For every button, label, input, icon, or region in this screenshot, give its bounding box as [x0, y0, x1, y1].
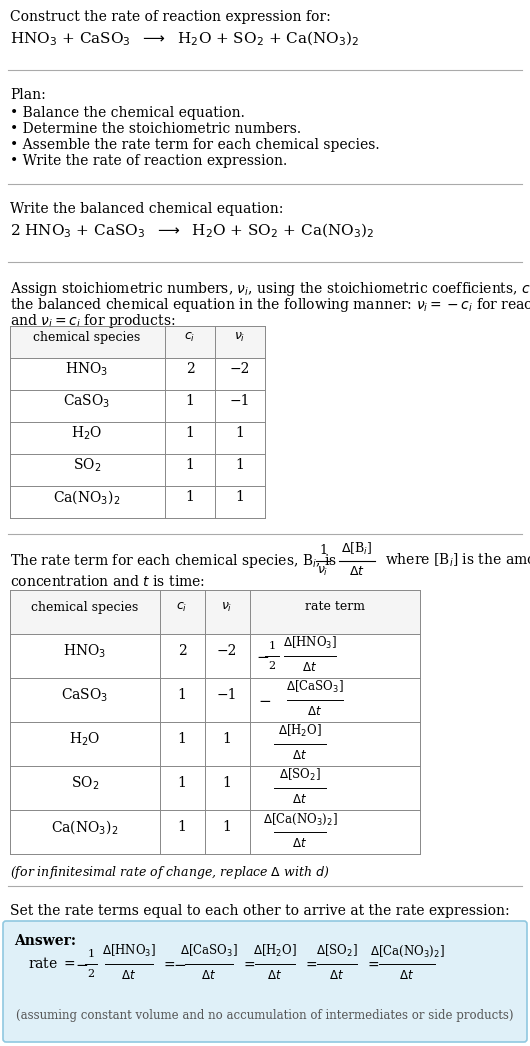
- Text: $\Delta t$: $\Delta t$: [293, 749, 307, 761]
- Text: $\Delta t$: $\Delta t$: [349, 565, 365, 578]
- Text: $=$: $=$: [161, 957, 176, 971]
- Text: 1: 1: [178, 776, 187, 790]
- Text: • Assemble the rate term for each chemical species.: • Assemble the rate term for each chemic…: [10, 138, 379, 152]
- Text: where [B$_i$] is the amount: where [B$_i$] is the amount: [385, 552, 530, 569]
- Text: $\Delta$[SO$_2$]: $\Delta$[SO$_2$]: [316, 942, 358, 959]
- Text: Construct the rate of reaction expression for:: Construct the rate of reaction expressio…: [10, 10, 331, 24]
- Text: $\Delta t$: $\Delta t$: [303, 661, 317, 674]
- Text: chemical species: chemical species: [33, 331, 140, 343]
- Text: $=$: $=$: [303, 957, 318, 971]
- Text: and $\nu_i = c_i$ for products:: and $\nu_i = c_i$ for products:: [10, 312, 175, 329]
- Text: 1: 1: [223, 820, 232, 834]
- Text: 1: 1: [186, 458, 195, 472]
- Text: 1: 1: [223, 776, 232, 790]
- Text: $-$: $-$: [256, 649, 269, 663]
- Bar: [10, 590, 420, 634]
- Text: The rate term for each chemical species, B$_i$, is: The rate term for each chemical species,…: [10, 552, 337, 570]
- Text: 2: 2: [178, 644, 187, 658]
- Text: $\Delta t$: $\Delta t$: [268, 969, 282, 982]
- Text: $\Delta t$: $\Delta t$: [121, 969, 137, 982]
- Text: SO$_2$: SO$_2$: [73, 456, 101, 474]
- Text: $\nu_i$: $\nu_i$: [222, 600, 233, 614]
- Text: $=$: $=$: [365, 957, 380, 971]
- Text: $\Delta$[HNO$_3$]: $\Delta$[HNO$_3$]: [283, 635, 337, 651]
- Text: 1: 1: [186, 394, 195, 408]
- Text: SO$_2$: SO$_2$: [71, 774, 99, 792]
- FancyBboxPatch shape: [3, 920, 527, 1042]
- Text: $-$: $-$: [173, 957, 186, 971]
- Text: $=$: $=$: [241, 957, 256, 971]
- Text: 1: 1: [235, 458, 244, 472]
- Text: concentration and $t$ is time:: concentration and $t$ is time:: [10, 574, 205, 589]
- Text: 1: 1: [178, 820, 187, 834]
- Text: Write the balanced chemical equation:: Write the balanced chemical equation:: [10, 202, 284, 217]
- Text: $c_i$: $c_i$: [184, 331, 196, 343]
- Text: $\Delta t$: $\Delta t$: [307, 705, 322, 718]
- Text: H$_2$O: H$_2$O: [69, 730, 101, 748]
- Text: −1: −1: [217, 688, 237, 702]
- Text: HNO$_3$: HNO$_3$: [65, 360, 109, 378]
- Text: 1: 1: [223, 732, 232, 746]
- Text: • Write the rate of reaction expression.: • Write the rate of reaction expression.: [10, 154, 287, 168]
- Bar: [10, 326, 265, 358]
- Text: −1: −1: [229, 394, 250, 408]
- Text: HNO$_3$ + CaSO$_3$  $\longrightarrow$  H$_2$O + SO$_2$ + Ca(NO$_3$)$_2$: HNO$_3$ + CaSO$_3$ $\longrightarrow$ H$_…: [10, 30, 359, 48]
- Text: 2 HNO$_3$ + CaSO$_3$  $\longrightarrow$  H$_2$O + SO$_2$ + Ca(NO$_3$)$_2$: 2 HNO$_3$ + CaSO$_3$ $\longrightarrow$ H…: [10, 222, 374, 241]
- Text: Answer:: Answer:: [14, 934, 76, 948]
- Text: $-$: $-$: [75, 957, 88, 971]
- Text: 2: 2: [268, 661, 276, 670]
- Text: rate $=$: rate $=$: [28, 956, 76, 972]
- Text: CaSO$_3$: CaSO$_3$: [61, 686, 109, 704]
- Text: Plan:: Plan:: [10, 88, 46, 103]
- Bar: [10, 326, 265, 518]
- Text: 1: 1: [235, 490, 244, 504]
- Text: −2: −2: [217, 644, 237, 658]
- Text: H$_2$O: H$_2$O: [72, 425, 103, 441]
- Text: 1: 1: [186, 490, 195, 504]
- Text: $\Delta$[B$_i$]: $\Delta$[B$_i$]: [341, 541, 373, 558]
- Text: $\Delta$[Ca(NO$_3$)$_2$]: $\Delta$[Ca(NO$_3$)$_2$]: [369, 943, 444, 959]
- Text: 1: 1: [87, 949, 94, 959]
- Text: $\Delta$[SO$_2$]: $\Delta$[SO$_2$]: [279, 767, 321, 783]
- Text: 1: 1: [319, 544, 327, 558]
- Text: rate term: rate term: [305, 600, 365, 614]
- Text: $c_i$: $c_i$: [176, 600, 188, 614]
- Text: 1: 1: [268, 641, 276, 651]
- Text: chemical species: chemical species: [31, 600, 139, 614]
- Text: Ca(NO$_3$)$_2$: Ca(NO$_3$)$_2$: [54, 488, 121, 506]
- Text: • Determine the stoichiometric numbers.: • Determine the stoichiometric numbers.: [10, 122, 301, 136]
- Text: 2: 2: [87, 969, 94, 979]
- Text: Assign stoichiometric numbers, $\nu_i$, using the stoichiometric coefficients, $: Assign stoichiometric numbers, $\nu_i$, …: [10, 280, 530, 298]
- Text: (for infinitesimal rate of change, replace $\Delta$ with $d$): (for infinitesimal rate of change, repla…: [10, 864, 329, 881]
- Text: $-$: $-$: [258, 693, 271, 707]
- Text: 1: 1: [186, 426, 195, 440]
- Text: $\nu_i$: $\nu_i$: [317, 565, 329, 578]
- Text: 1: 1: [178, 688, 187, 702]
- Text: 1: 1: [235, 426, 244, 440]
- Text: $\Delta$[CaSO$_3$]: $\Delta$[CaSO$_3$]: [180, 942, 238, 959]
- Text: Ca(NO$_3$)$_2$: Ca(NO$_3$)$_2$: [51, 818, 119, 836]
- Text: $\nu_i$: $\nu_i$: [234, 331, 246, 343]
- Text: $\Delta$[H$_2$O]: $\Delta$[H$_2$O]: [278, 723, 322, 740]
- Bar: [10, 590, 420, 854]
- Text: $\Delta$[Ca(NO$_3$)$_2$]: $\Delta$[Ca(NO$_3$)$_2$]: [263, 812, 338, 827]
- Text: $\Delta t$: $\Delta t$: [293, 837, 307, 850]
- Text: 1: 1: [178, 732, 187, 746]
- Text: 2: 2: [186, 362, 195, 376]
- Text: $\Delta$[HNO$_3$]: $\Delta$[HNO$_3$]: [102, 942, 156, 959]
- Text: (assuming constant volume and no accumulation of intermediates or side products): (assuming constant volume and no accumul…: [16, 1009, 514, 1023]
- Text: HNO$_3$: HNO$_3$: [64, 642, 107, 660]
- Text: $\Delta$[CaSO$_3$]: $\Delta$[CaSO$_3$]: [286, 679, 344, 695]
- Text: −2: −2: [230, 362, 250, 376]
- Text: $\Delta t$: $\Delta t$: [201, 969, 216, 982]
- Text: $\Delta t$: $\Delta t$: [400, 969, 414, 982]
- Text: Set the rate terms equal to each other to arrive at the rate expression:: Set the rate terms equal to each other t…: [10, 904, 510, 918]
- Text: $\Delta$[H$_2$O]: $\Delta$[H$_2$O]: [253, 942, 297, 959]
- Text: • Balance the chemical equation.: • Balance the chemical equation.: [10, 106, 245, 120]
- Text: the balanced chemical equation in the following manner: $\nu_i = -c_i$ for react: the balanced chemical equation in the fo…: [10, 296, 530, 314]
- Text: $\Delta t$: $\Delta t$: [330, 969, 345, 982]
- Text: $\Delta t$: $\Delta t$: [293, 793, 307, 806]
- Text: CaSO$_3$: CaSO$_3$: [64, 392, 111, 410]
